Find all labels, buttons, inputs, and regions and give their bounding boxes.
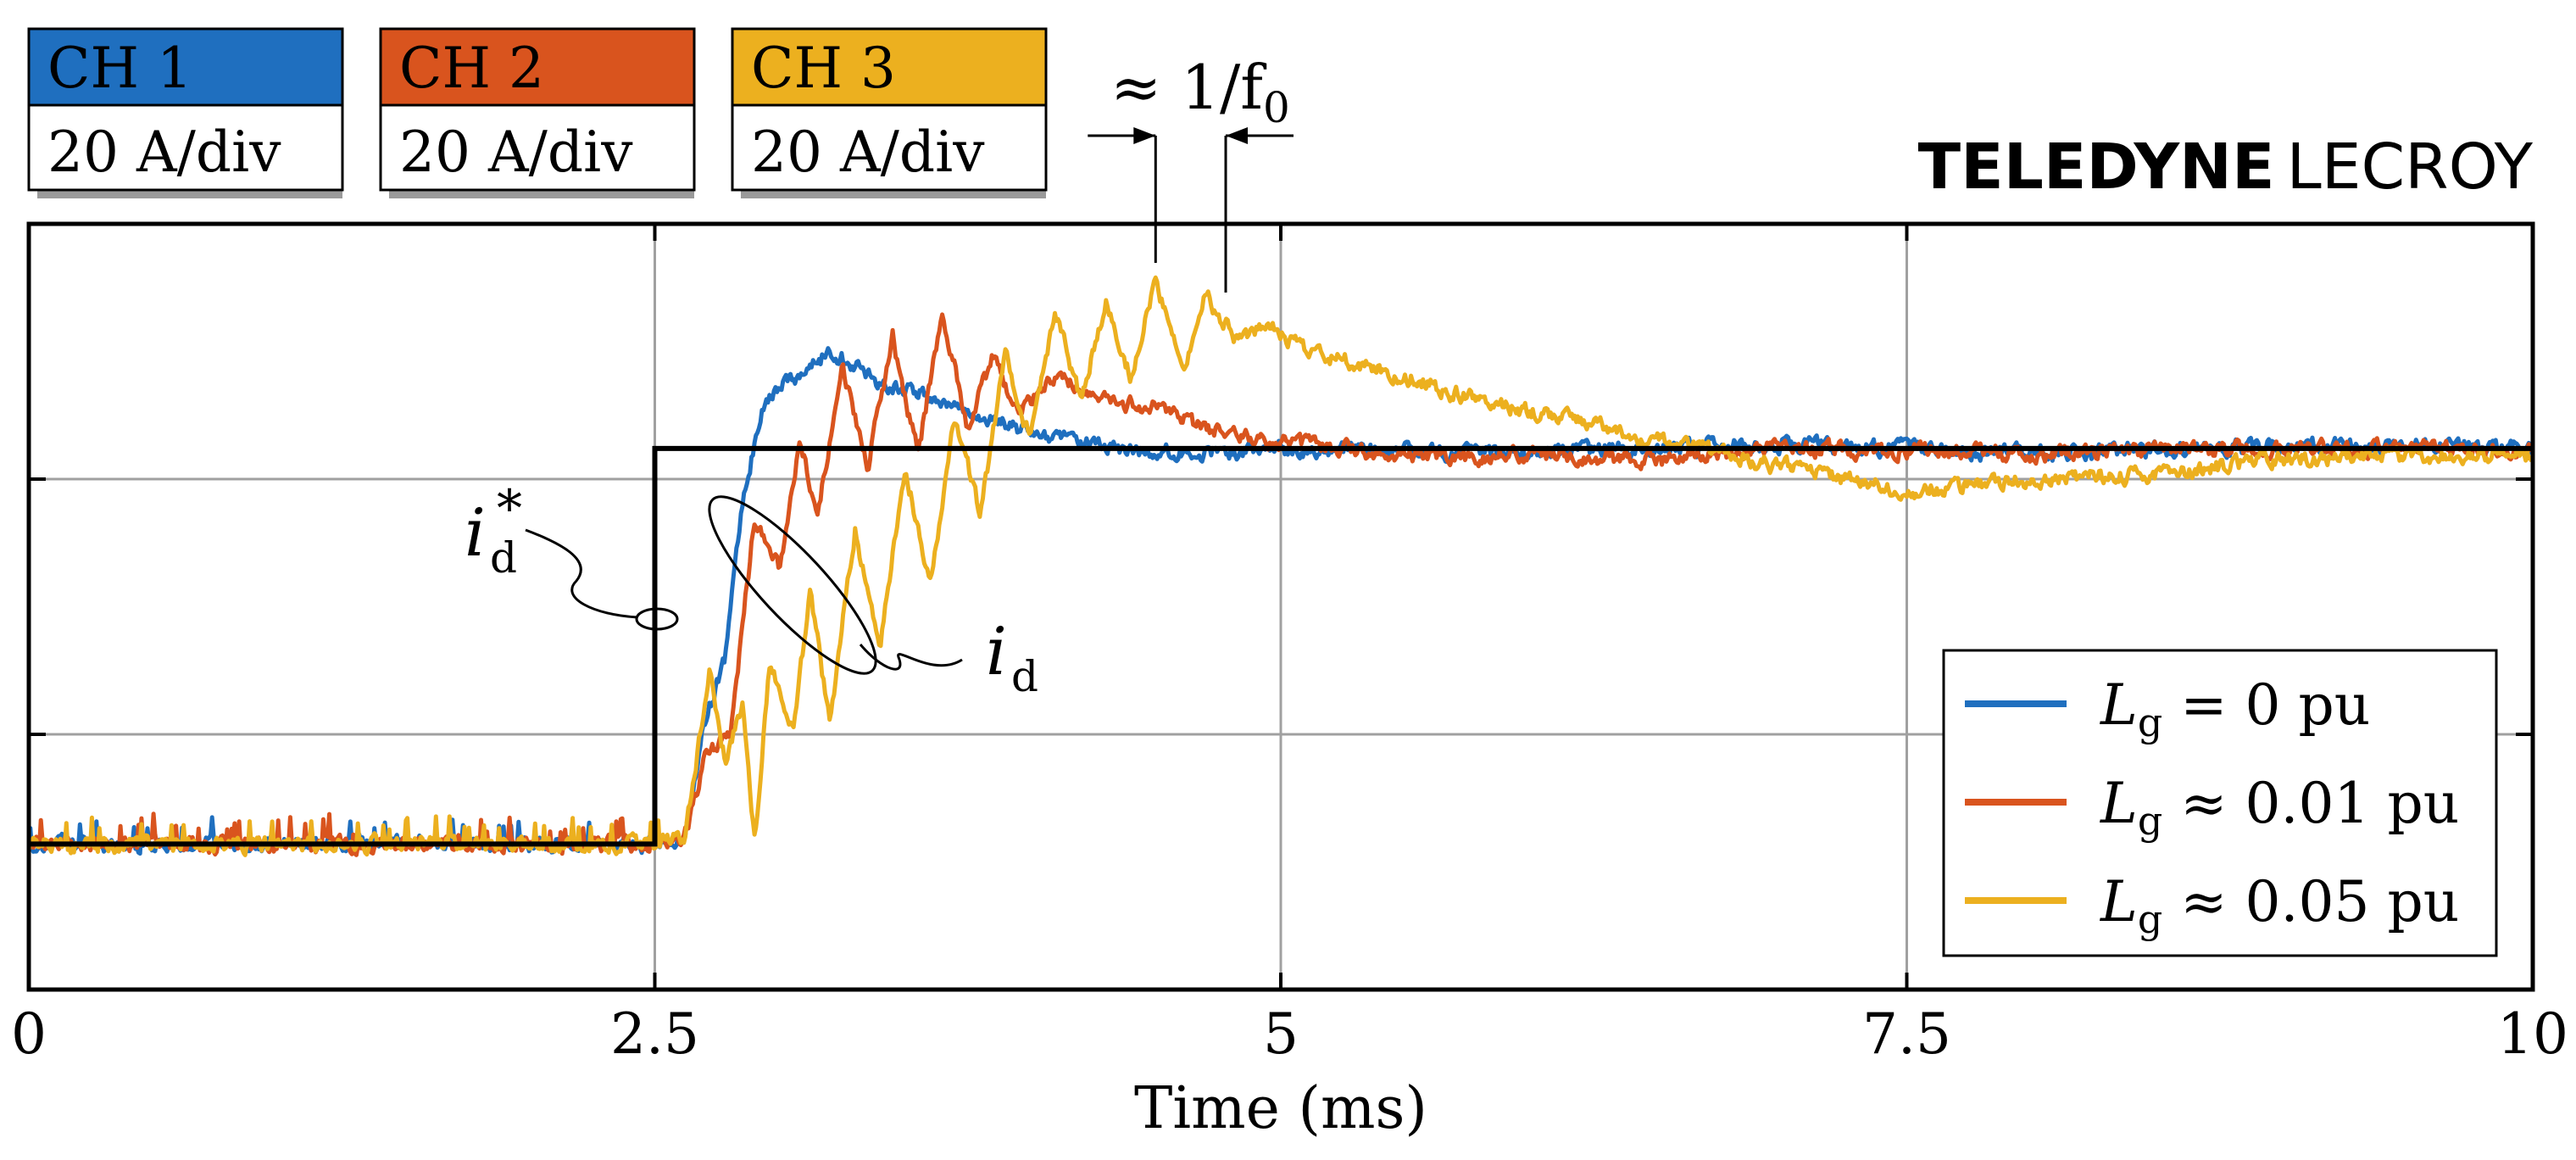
ch2-scale: 20 A/div: [399, 120, 633, 185]
ref-label-sub: d: [490, 533, 517, 583]
ch3-body: [731, 103, 1048, 192]
x-tick-label-0: 0: [11, 1001, 47, 1067]
period-marker-lines: [1088, 127, 1294, 293]
legend-label-1: Lg = 0 pu: [2100, 672, 2370, 745]
channel-box-ch2: CH 2 20 A/div: [379, 27, 696, 198]
ref-label-leader: [525, 528, 638, 619]
logo-bold-text: TELEDYNE: [1918, 131, 2275, 204]
legend-label-2: Lg ≈ 0.01 pu: [2100, 771, 2459, 844]
period-arrowhead-right: [1226, 127, 1249, 144]
reference-group: [29, 445, 2533, 847]
x-tick-label-3: 7.5: [1862, 1001, 1951, 1067]
measured-label-ellipse: [708, 495, 877, 675]
x-tick-label-1: 2.5: [610, 1001, 699, 1067]
ch1-body: [27, 103, 344, 192]
ch2-header: [379, 27, 696, 107]
ch2-label: CH 2: [399, 36, 544, 101]
legend-items: Lg = 0 pu Lg ≈ 0.01 pu Lg ≈ 0.05 pu: [1965, 672, 2459, 942]
ref-label-sup: *: [497, 479, 522, 538]
ch3-label: CH 3: [751, 36, 896, 101]
axis-ticks: 0 2.5 5 7.5 10: [11, 224, 2568, 1067]
period-arrowhead-left: [1133, 127, 1156, 144]
legend: Lg = 0 pu Lg ≈ 0.01 pu Lg ≈ 0.05 pu: [1942, 649, 2498, 957]
channel-box-ch3: CH 3 20 A/div: [731, 27, 1048, 198]
measured-label: i d: [708, 495, 1038, 701]
x-axis-label: Time (ms): [1134, 1075, 1427, 1142]
measured-label-var: i: [986, 614, 1007, 690]
reference-step-line: [29, 445, 2533, 847]
ch1-label: CH 1: [47, 36, 192, 101]
legend-label-3: Lg ≈ 0.05 pu: [2100, 869, 2459, 942]
reference-label: i d *: [465, 479, 679, 631]
ch3-scale: 20 A/div: [751, 120, 985, 185]
ref-label-var: i: [465, 495, 486, 572]
channel-box-ch1: CH 1 20 A/div: [27, 27, 344, 198]
series-line-3: [26, 275, 2534, 857]
period-text: ≈ 1/f: [1110, 52, 1266, 123]
x-tick-label-2: 5: [1263, 1001, 1299, 1067]
ch1-header: [27, 27, 344, 107]
ref-label-ellipse: [635, 607, 679, 631]
ch1-scale: 20 A/div: [47, 120, 281, 185]
logo-light-text: LECROY: [2287, 131, 2534, 204]
measured-label-leader: [859, 644, 963, 671]
ch2-body: [379, 103, 696, 192]
period-label: ≈ 1/f0: [1110, 52, 1290, 132]
x-tick-label-4: 10: [2497, 1001, 2568, 1067]
measured-label-sub: d: [1011, 652, 1038, 701]
period-subscript: 0: [1263, 83, 1290, 132]
period-annotation: ≈ 1/f0: [1088, 52, 1294, 293]
teledyne-lecroy-logo: TELEDYNE LECROY: [1918, 131, 2534, 204]
